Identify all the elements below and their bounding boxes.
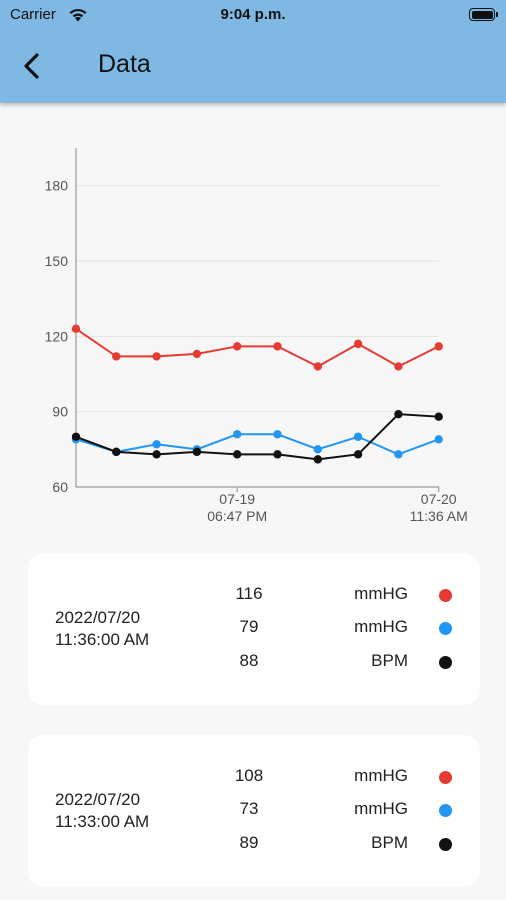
record-unit: mmHG [354,799,408,818]
data-point [192,447,202,457]
record-value: 88 [239,651,259,670]
record-date: 2022/07/20 [55,608,141,627]
record-row-systolic: 116 mmHG [28,584,480,608]
record-unit: mmHG [354,766,408,785]
record-time: 11:36:00 AM [55,630,150,649]
y-tick-label: 90 [52,404,68,420]
x-tick-label-time: 11:36 AM [410,508,468,524]
x-tick-label-date: 07-20 [421,491,457,507]
data-point [313,445,322,454]
data-point [192,349,202,359]
record-value: 73 [239,799,259,818]
record-time: 11:33:00 AM [55,812,150,831]
back-button[interactable] [14,48,48,84]
data-point [313,455,322,464]
data-point [152,450,161,459]
record-unit: BPM [371,833,408,852]
record-datetime: 2022/07/20 11:36:00 AM [55,607,149,651]
record-datetime: 2022/07/20 11:33:00 AM [55,789,149,833]
y-tick-label: 150 [45,253,69,269]
record-value: 116 [235,584,263,603]
record-date: 2022/07/20 [55,790,141,809]
data-point [112,352,121,361]
data-point [71,432,81,441]
data-point [434,412,443,421]
y-tick-label: 120 [45,328,69,344]
data-point [434,342,443,351]
status-bar: Carrier 9:04 p.m. [0,0,506,30]
data-point [233,430,242,439]
record-card[interactable]: 2022/07/20 11:36:00 AM 116 mmHG 79 mmHG … [28,553,480,705]
data-point [71,324,81,333]
record-unit: mmHG [354,617,408,636]
record-value: 89 [239,833,259,852]
blood-pressure-chart: 180 150 120 90 60 07-19 06:47 PM 07-20 11:36 AM [0,130,506,530]
record-row-pulse: 89 BPM [28,833,480,857]
page-title: Data [98,50,151,78]
record-unit: BPM [371,651,408,670]
app-bar: Carrier 9:04 p.m. Data [0,0,506,103]
data-point [233,450,242,459]
data-point [152,352,161,361]
pulse-color-dot [439,838,452,851]
data-point [434,435,443,444]
y-tick-label: 60 [52,479,68,495]
data-point [394,450,403,459]
record-value: 79 [239,617,259,636]
record-value: 108 [234,766,264,785]
data-point [353,339,363,349]
record-row-diastolic: 79 mmHG [28,617,480,641]
data-point [233,342,242,351]
data-point [353,432,363,441]
data-point [152,440,161,449]
chevron-left-icon [24,53,39,79]
data-point [112,447,121,457]
carrier-label: Carrier [10,6,56,23]
data-point [273,450,282,459]
data-point [273,342,282,351]
series-line-0 [75,327,440,368]
x-tick-label-time: 06:47 PM [207,508,267,524]
x-tick-label-date: 07-19 [219,491,255,507]
data-point [273,430,282,439]
wifi-icon [69,8,87,22]
record-row-diastolic: 73 mmHG [28,799,480,823]
series-line-2 [75,413,439,461]
data-point [313,362,322,371]
clock: 9:04 p.m. [220,6,286,23]
battery-icon [469,8,498,21]
record-unit: mmHG [354,584,408,603]
record-card[interactable]: 2022/07/20 11:33:00 AM 108 mmHG 73 mmHG … [28,735,480,887]
systolic-color-dot [439,771,452,784]
data-point [394,409,403,419]
record-row-pulse: 88 BPM [28,651,480,675]
pulse-color-dot [439,656,452,669]
data-point [353,450,363,459]
record-row-systolic: 108 mmHG [28,766,480,790]
series-line-1 [75,433,440,456]
diastolic-color-dot [439,622,452,635]
y-tick-label: 180 [45,178,69,194]
diastolic-color-dot [439,804,452,817]
systolic-color-dot [439,589,452,602]
data-point [394,362,403,371]
